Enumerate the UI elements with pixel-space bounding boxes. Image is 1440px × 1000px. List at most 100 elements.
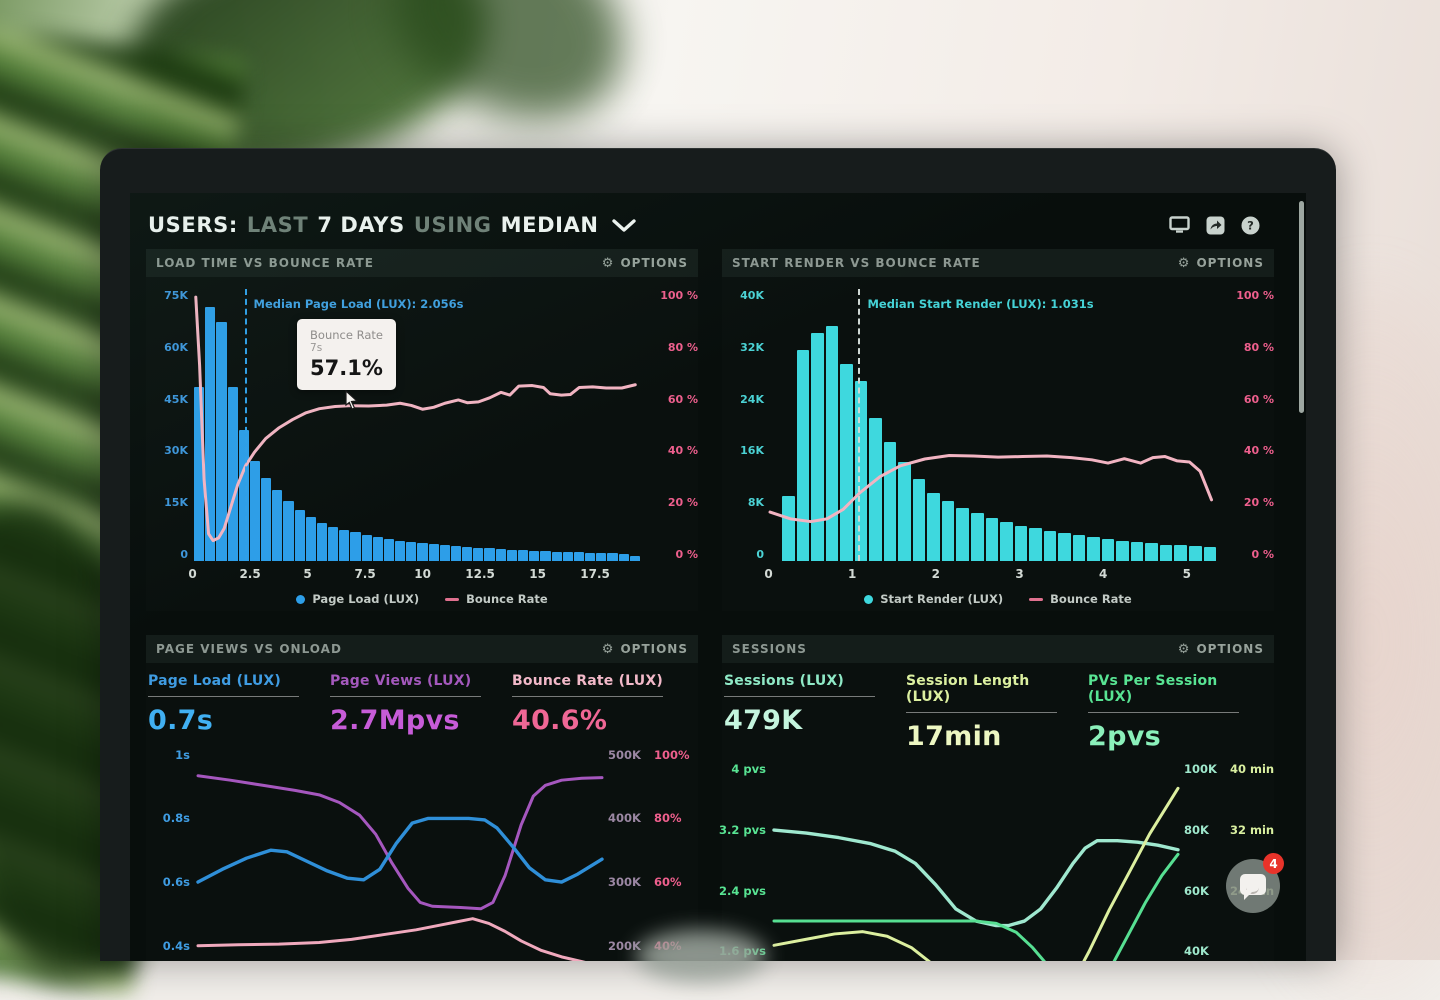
y-axis-label: 0 [756,547,764,561]
y-axis-label: 300K [608,875,641,890]
y-axis-label: 1s [175,747,190,762]
bar [305,517,316,561]
bar [1000,522,1013,561]
bar [927,493,940,561]
header-icons: ? [1169,216,1260,235]
y-axis-label: 40K [740,289,764,302]
y-axis-label: 20 % [667,496,698,510]
options-button[interactable]: ⚙ OPTIONS [1178,256,1264,270]
panel-load-time-vs-bounce-rate: LOAD TIME VS BOUNCE RATE ⚙ OPTIONS 75K 60… [146,249,698,611]
bar [428,544,439,561]
panel-title: PAGE VIEWS VS ONLOAD [156,642,342,656]
help-icon[interactable]: ? [1241,216,1260,235]
bar [506,549,517,561]
options-button[interactable]: ⚙ OPTIONS [602,256,688,270]
dash-swatch [445,597,460,601]
gear-icon: ⚙ [601,255,615,271]
metric-page-load-lux-: Page Load (LUX) 0.7s [148,673,330,736]
chart-plot[interactable] [774,758,1178,961]
bar [283,501,294,561]
legend-label: Bounce Rate [466,592,548,606]
y-axis-right-row: 100K 40 min [1184,762,1274,776]
page-title[interactable]: USERS: LAST 7 DAYS USING MEDIAN [148,213,636,237]
bar [811,333,824,561]
bar [361,534,372,561]
chat-widget-button[interactable]: 4 [1226,853,1284,913]
metric-underline [1088,712,1239,713]
mouse-cursor-icon [344,389,359,414]
options-button[interactable]: ⚙ OPTIONS [1178,642,1264,656]
bar [840,363,853,561]
y-axis-label: 500K [608,747,641,762]
chevron-down-icon[interactable] [611,218,636,232]
bar [607,553,618,561]
y-axis-label: 45K [164,392,188,406]
legend-item[interactable]: Bounce Rate [1029,592,1132,606]
legend-label: Bounce Rate [1050,592,1132,606]
svg-text:?: ? [1247,218,1254,232]
median-label: Median Page Load (LUX): 2.056s [253,297,464,311]
metric-page-views-lux-: Page Views (LUX) 2.7Mpvs [330,673,512,736]
bar [985,518,999,561]
chart-area: 40K 32K 24K 16K 8K 0 Median Start Render (LUX)… [722,289,1274,561]
metric-sessions-lux-: Sessions (LUX) 479K [724,673,906,752]
metric-bounce-rate-lux-: Bounce Rate (LUX) 40.6% [512,673,694,736]
y-axis-right-row: 400K 80% [608,811,682,825]
panel-header: PAGE VIEWS VS ONLOAD ⚙ OPTIONS [146,635,698,663]
x-tick-label: 5 [1182,567,1191,581]
x-tick-label: 17.5 [580,567,610,581]
x-tick-label: 1 [848,567,857,581]
dashboard-header: USERS: LAST 7 DAYS USING MEDIAN ? [130,193,1306,243]
y-axis-label: 32K [740,340,764,354]
y-axis-label: 200K [608,938,641,953]
dot-swatch [864,594,874,604]
y-axis-label: 400K [608,811,641,826]
bar [406,542,417,561]
scrollbar-thumb[interactable] [1299,201,1304,413]
bar [216,321,227,561]
y-axis-label: 60K [164,340,188,354]
bar [517,550,529,561]
metric-headlines: Sessions (LUX) 479K Session Length (LUX) 17… [722,663,1274,754]
legend-item[interactable]: Start Render (LUX) [864,592,1003,606]
panel-header: SESSIONS ⚙ OPTIONS [722,635,1274,663]
share-icon[interactable] [1206,216,1225,235]
bar [912,479,926,561]
x-tick-label: 0 [764,567,773,581]
y-axis-label: 8K [747,496,764,510]
options-button[interactable]: ⚙ OPTIONS [602,642,688,656]
chart-plot[interactable] [198,742,602,961]
y-axis-left: 75K 60K 45K 30K 15K 0 [146,289,194,561]
y-axis-label: 15K [164,496,188,510]
y-axis-label: 40 % [667,444,698,458]
y-axis-label: 100% [654,747,690,762]
y-axis-label: 60% [654,875,682,890]
bar [495,549,506,561]
bar [316,522,328,561]
y-axis-label: 0.6s [162,875,190,890]
panel-title: SESSIONS [732,642,807,656]
options-label: OPTIONS [1196,642,1264,656]
bar [1130,541,1144,561]
metric-underline [330,696,481,697]
y-axis-label: 100 % [660,289,698,302]
y-axis-left: 1s 0.8s 0.6s 0.4s [146,742,198,961]
chart-area: 75K 60K 45K 30K 15K 0 Median Page Load (LUX): … [146,289,698,561]
chart-plot[interactable]: Median Page Load (LUX): 2.056s Bounce Rat… [194,289,642,561]
chart-plot[interactable]: Median Start Render (LUX): 1.031s [770,289,1218,561]
legend-item[interactable]: Page Load (LUX) [296,592,419,606]
chart-legend: Start Render (LUX) Bounce Rate [722,587,1274,611]
bar-series-page-load-lux- [194,289,640,561]
y-axis-label: 60 % [1243,392,1274,406]
x-tick-label: 12.5 [465,567,495,581]
bar [1188,546,1202,561]
panel-sessions: SESSIONS ⚙ OPTIONS Sessions (LUX) 479K Ses… [719,635,1274,961]
y-axis-right-row: 300K 60% [608,875,682,889]
bar [383,538,395,561]
y-axis-label: 0 % [675,547,698,561]
monitor-icon[interactable] [1169,216,1190,234]
median-line [858,289,861,561]
y-axis-label: 60 % [667,392,698,406]
legend-item[interactable]: Bounce Rate [445,592,548,606]
